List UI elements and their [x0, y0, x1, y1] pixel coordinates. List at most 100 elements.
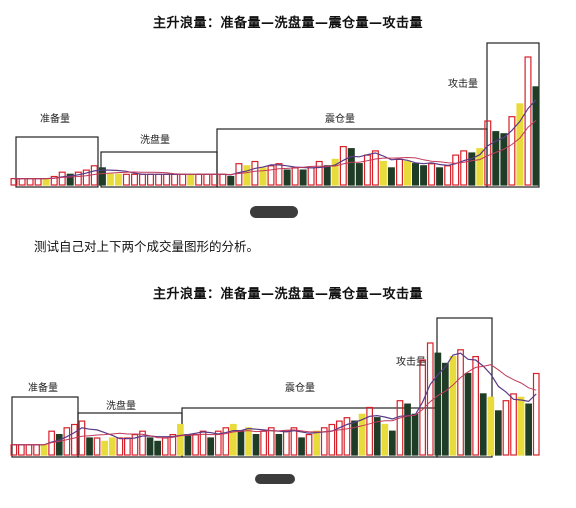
volume-bar [267, 165, 275, 186]
volume-bar [323, 165, 331, 186]
volume-bar [412, 163, 420, 186]
volume-bar [245, 427, 252, 456]
volume-bar [106, 173, 114, 186]
volume-bar [252, 434, 260, 456]
volume-chart-top: 准备量 洗盘量 震仓量 攻击量 [10, 42, 540, 188]
volume-bar [147, 173, 155, 186]
volume-bar [328, 423, 336, 456]
volume-bar [146, 437, 154, 456]
volume-bar [78, 420, 86, 456]
volume-bar [404, 403, 411, 456]
volume-bar [320, 427, 328, 456]
volume-bar [139, 173, 147, 186]
volume-bar [116, 437, 124, 456]
volume-bar [307, 167, 315, 186]
volume-bar [389, 430, 396, 456]
volume-bar [492, 131, 500, 186]
volume-bar [299, 169, 307, 186]
label-wash: 洗盘量 [140, 133, 170, 146]
volume-bar [464, 372, 472, 456]
volume-bar [298, 437, 305, 456]
volume-bar [444, 165, 452, 186]
ma-line-red [14, 120, 537, 180]
volume-bar [123, 437, 131, 456]
label-shake: 震仓量 [285, 381, 315, 394]
volume-bar [187, 173, 195, 186]
volume-bar [532, 372, 540, 456]
label-shake: 震仓量 [325, 112, 355, 125]
volume-bar [313, 430, 320, 456]
volume-bar [343, 417, 351, 456]
volume-bar [199, 430, 207, 456]
volume-bar [66, 173, 74, 186]
volume-bar [108, 437, 116, 456]
volume-bar [18, 444, 25, 456]
box-shake [181, 407, 438, 458]
volume-bar [502, 400, 510, 456]
volume-bar [371, 150, 379, 186]
volume-bar [373, 417, 381, 456]
ma-line-red [13, 364, 537, 446]
volume-bar [525, 403, 533, 456]
ma-line-purple [14, 99, 537, 180]
volume-bar [379, 160, 387, 186]
volume-bar [40, 444, 48, 456]
volume-bar [468, 152, 476, 186]
volume-bar [487, 396, 495, 456]
volume-bar [203, 173, 211, 186]
volume-bar [101, 440, 109, 456]
volume-bar [355, 163, 363, 186]
volume-bar [18, 178, 26, 186]
volume-bar [42, 178, 50, 186]
volume-bar [260, 430, 267, 456]
volume-bar [237, 430, 245, 456]
volume-bar [243, 165, 251, 186]
volume-bar [184, 434, 192, 456]
volume-bar [476, 148, 484, 186]
volume-bar [74, 171, 82, 186]
volume-bar [510, 393, 517, 456]
volume-bar [411, 413, 419, 456]
box-prep [15, 136, 99, 188]
volume-bar [387, 167, 395, 186]
volume-bar [305, 434, 313, 456]
volume-chart-bottom: 准备量 洗盘量 震仓量 攻击量 [10, 317, 540, 458]
volume-bar [442, 362, 449, 456]
volume-bar [98, 167, 106, 186]
chart-title-top: 主升浪量：准备量—洗盘量—震仓量—攻击量 [152, 16, 423, 31]
volume-bar [428, 163, 436, 186]
volume-bar [283, 430, 290, 456]
volume-bar [404, 160, 412, 186]
volume-bar [139, 430, 146, 456]
volume-bar [154, 440, 161, 456]
volume-bar [192, 434, 199, 456]
volume-bar [222, 427, 230, 456]
volume-bar [508, 116, 516, 186]
volume-bar [396, 158, 404, 186]
volume-bar [517, 396, 525, 456]
label-attack: 攻击量 [396, 355, 426, 368]
volume-bar [161, 437, 169, 456]
volume-bar [195, 173, 203, 186]
volume-bar [452, 154, 460, 186]
volume-bar [251, 160, 259, 186]
volume-bar [70, 423, 78, 456]
volume-bar [336, 420, 343, 456]
volume-bar [434, 352, 442, 456]
volume-bar [169, 434, 177, 456]
volume-bar [155, 173, 163, 186]
volume-bar [122, 173, 130, 186]
volume-bar [484, 120, 492, 186]
volume-bar [479, 393, 487, 456]
volume-bar [472, 355, 479, 456]
smudge-bottom [255, 474, 295, 484]
volume-bar [207, 437, 214, 456]
volume-bar [347, 148, 355, 186]
volume-bar [460, 150, 468, 186]
volume-bar [214, 430, 222, 456]
volume-bar [457, 349, 464, 456]
label-attack: 攻击量 [448, 77, 478, 90]
volume-bar [34, 178, 42, 186]
volume-bar [55, 434, 63, 456]
volume-bar [267, 427, 275, 456]
